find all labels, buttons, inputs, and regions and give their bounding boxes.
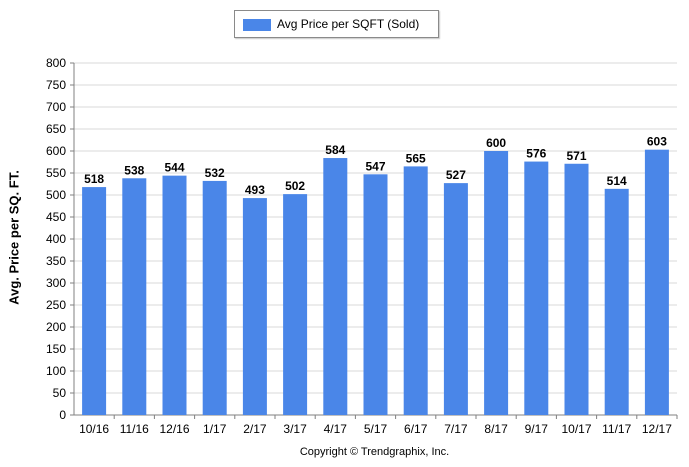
y-tick-label: 750 xyxy=(46,78,66,92)
bar xyxy=(644,149,669,415)
bar xyxy=(403,166,428,415)
y-tick-label: 200 xyxy=(46,320,66,334)
bar xyxy=(484,151,509,415)
data-label: 547 xyxy=(365,159,385,173)
x-tick-label: 12/17 xyxy=(642,422,672,436)
x-tick-label: 9/17 xyxy=(525,422,549,436)
legend: Avg Price per SQFT (Sold) xyxy=(234,10,439,38)
bar xyxy=(604,188,629,415)
x-tick-label: 2/17 xyxy=(243,422,267,436)
copyright-text: Copyright © Trendgraphix, Inc. xyxy=(299,446,450,458)
y-tick-label: 300 xyxy=(46,276,66,290)
data-label: 571 xyxy=(566,149,586,163)
data-label: 532 xyxy=(205,166,225,180)
x-tick-label: 8/17 xyxy=(484,422,508,436)
y-tick-label: 550 xyxy=(46,166,66,180)
bar xyxy=(524,161,549,415)
y-tick-label: 450 xyxy=(46,210,66,224)
y-axis-title: Avg. Price per SQ. FT. xyxy=(6,170,22,305)
bar xyxy=(202,180,227,415)
data-label: 603 xyxy=(647,135,667,149)
data-label: 514 xyxy=(607,174,627,188)
x-tick-label: 7/17 xyxy=(444,422,468,436)
y-tick-label: 150 xyxy=(46,342,66,356)
bar xyxy=(162,175,187,415)
x-tick-label: 6/17 xyxy=(404,422,428,436)
x-tick-label: 4/17 xyxy=(324,422,348,436)
data-label: 538 xyxy=(124,163,144,177)
data-label: 518 xyxy=(84,172,104,186)
y-tick-label: 100 xyxy=(46,364,66,378)
y-tick-label: 400 xyxy=(46,232,66,246)
data-label: 544 xyxy=(164,161,184,175)
data-label: 502 xyxy=(285,179,305,193)
x-tick-label: 5/17 xyxy=(364,422,388,436)
bar xyxy=(283,194,308,415)
data-label: 584 xyxy=(325,143,345,157)
x-tick-label: 11/17 xyxy=(602,422,631,436)
bar xyxy=(363,174,388,415)
y-tick-label: 600 xyxy=(46,144,66,158)
y-tick-label: 500 xyxy=(46,188,66,202)
x-tick-label: 10/17 xyxy=(561,422,591,436)
x-tick-label: 11/16 xyxy=(120,422,149,436)
bar xyxy=(242,198,267,415)
y-tick-label: 250 xyxy=(46,298,66,312)
data-label: 493 xyxy=(245,183,265,197)
bar xyxy=(564,163,589,415)
y-tick-label: 350 xyxy=(46,254,66,268)
data-label: 600 xyxy=(486,136,506,150)
x-tick-label: 10/16 xyxy=(79,422,109,436)
y-tick-label: 0 xyxy=(59,408,66,422)
bar xyxy=(122,178,147,415)
legend-label: Avg Price per SQFT (Sold) xyxy=(277,17,420,31)
data-label: 527 xyxy=(446,168,466,182)
y-tick-label: 50 xyxy=(53,386,67,400)
y-tick-label: 650 xyxy=(46,122,66,136)
bar xyxy=(323,158,348,416)
y-tick-label: 800 xyxy=(46,56,66,70)
bar xyxy=(82,187,107,415)
x-tick-label: 12/16 xyxy=(159,422,189,436)
data-label: 576 xyxy=(526,147,546,161)
legend-swatch xyxy=(243,19,271,31)
bar xyxy=(443,183,468,415)
x-tick-label: 1/17 xyxy=(203,422,227,436)
x-tick-label: 3/17 xyxy=(283,422,307,436)
y-tick-label: 700 xyxy=(46,100,66,114)
data-label: 565 xyxy=(406,151,426,165)
